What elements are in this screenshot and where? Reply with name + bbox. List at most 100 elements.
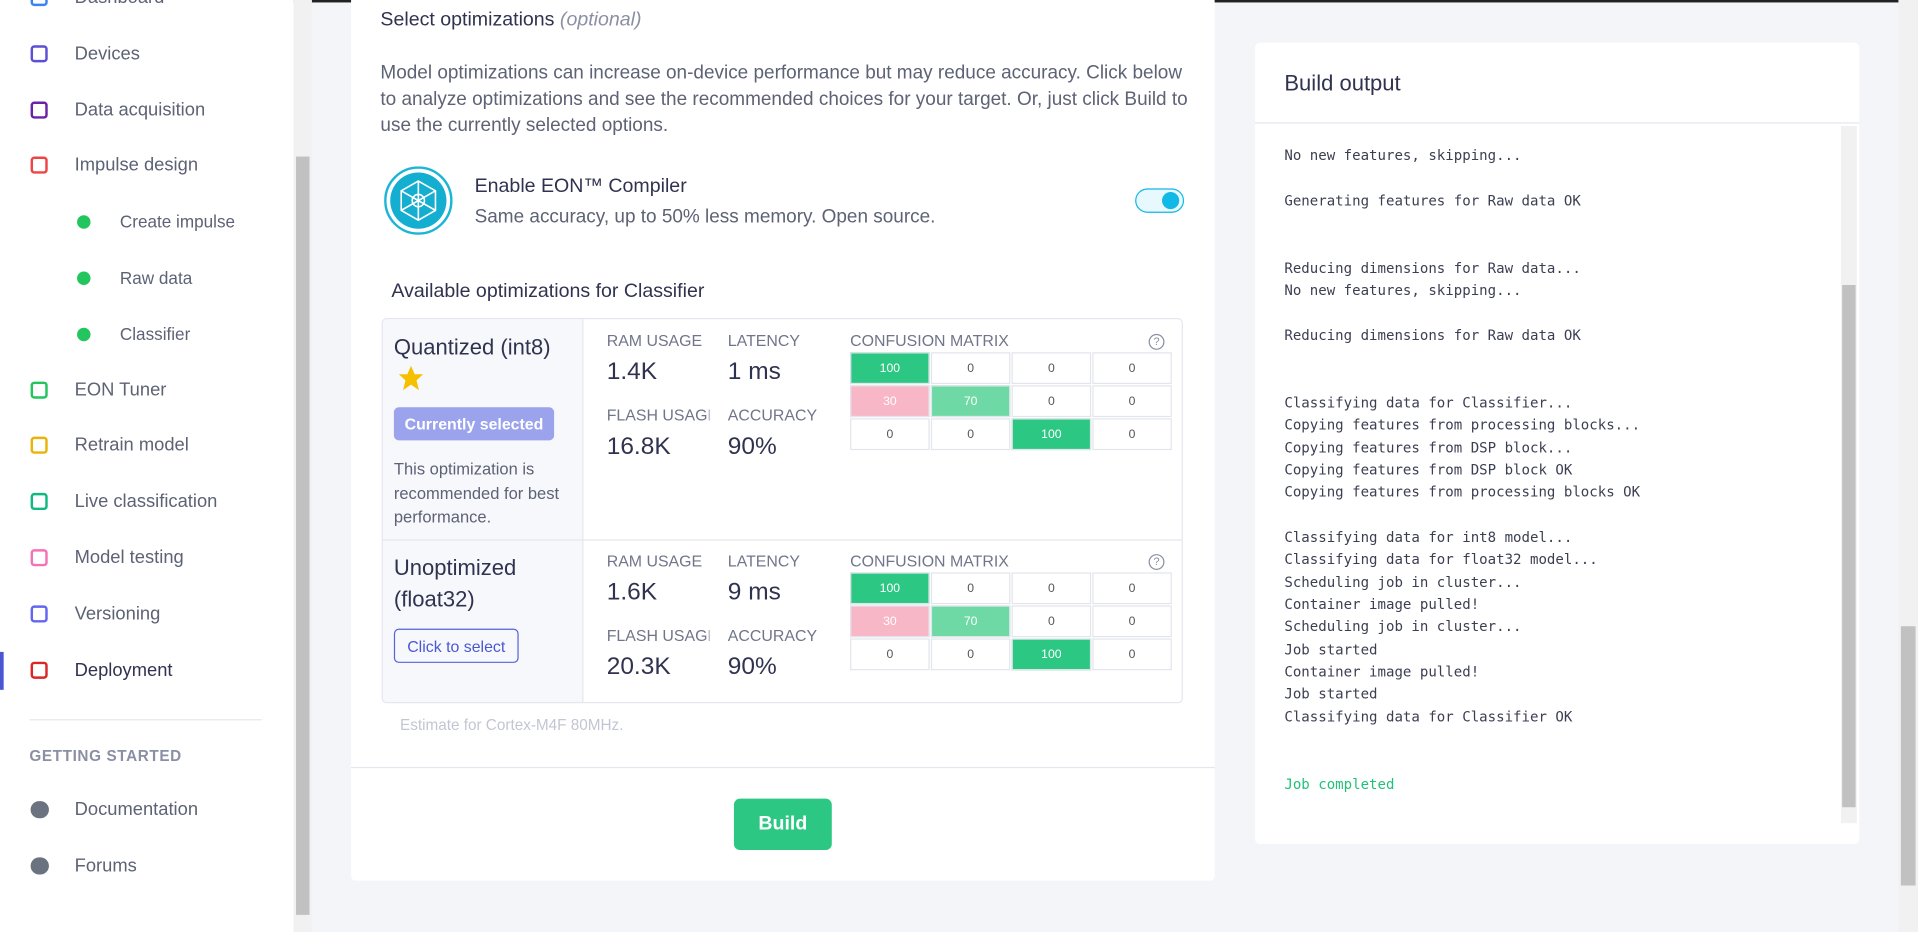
help-icon[interactable]: ? (1148, 554, 1165, 570)
nav-item[interactable]: Dashboard (75, 0, 165, 8)
log-line: Job completed (1284, 775, 1395, 793)
metric-label: LATENCY (727, 551, 800, 570)
matrix-cell: 0 (1092, 418, 1172, 451)
nav-item[interactable]: Classifier (119, 323, 191, 344)
section-heading: Select optimizations (optional) (380, 10, 641, 32)
metric-label: FLASH USAGE (606, 406, 710, 425)
eon-toggle[interactable] (1135, 188, 1185, 213)
log-line: Copying features from DSP block... (1284, 438, 1573, 456)
log-line: Classifying data for Classifier... (1284, 393, 1573, 411)
section-title: GETTING STARTED (29, 747, 182, 765)
nav-item[interactable]: Live classification (74, 491, 218, 513)
log-scrollbar[interactable] (1840, 125, 1857, 824)
row-divider (382, 539, 1182, 541)
nav-icon (30, 0, 48, 7)
metric-label: ACCURACY (727, 406, 818, 425)
nav-icon (30, 101, 48, 119)
matrix-cell: 0 (1011, 572, 1092, 605)
nav-item[interactable]: Deployment (74, 659, 173, 681)
matrix-cell: 0 (930, 638, 1011, 671)
matrix-cell: 0 (1092, 605, 1172, 638)
sidebar-link[interactable]: Documentation (74, 799, 199, 821)
option-button[interactable]: Currently selected (393, 407, 555, 441)
nav-item[interactable]: Model testing (74, 547, 184, 569)
description: Model optimizations can increase on-devi… (380, 62, 1188, 136)
help-icon[interactable]: ? (1148, 333, 1165, 350)
toggle-knob (1162, 192, 1180, 210)
divider (351, 766, 1215, 769)
option-note: This optimization is recommended for bes… (393, 459, 560, 526)
log-line: Copying features from processing blocks.… (1284, 416, 1641, 434)
matrix-cell: 100 (850, 572, 930, 605)
eon-title: Enable EON™ Compiler (474, 176, 687, 197)
build-output-card (1255, 42, 1860, 844)
nav-dot (77, 215, 91, 229)
log-line: Copying features from processing blocks … (1284, 483, 1641, 501)
options-table: Quantized (int8) Currently selected This o… (381, 318, 1183, 704)
metric-label: RAM USAGE (606, 331, 703, 350)
nav-icon (30, 381, 48, 399)
matrix-cell: 0 (930, 418, 1011, 451)
scroll-thumb[interactable] (1842, 284, 1856, 808)
matrix-cell: 30 (850, 385, 930, 418)
nav-item[interactable]: EON Tuner (74, 379, 167, 401)
divider (1255, 122, 1860, 124)
sidebar-link[interactable]: Forums (74, 855, 137, 877)
metric-label: FLASH USAGE (606, 626, 710, 645)
matrix-cell: 0 (1011, 352, 1092, 385)
matrix-cell: 100 (850, 352, 930, 385)
option-button[interactable]: Click to select (393, 628, 519, 663)
metric-value: 1 ms (727, 358, 781, 386)
matrix-cell: 0 (850, 418, 930, 451)
log-line: Container image pulled! (1284, 595, 1480, 613)
scroll-thumb[interactable] (1900, 626, 1916, 886)
nav-icon (30, 549, 48, 567)
nav-item[interactable]: Create impulse (119, 211, 236, 232)
matrix-cell: 0 (1011, 605, 1092, 638)
build-button[interactable]: Build (733, 798, 832, 851)
metric-value: 20.3K (606, 653, 671, 681)
nav-icon (30, 493, 48, 511)
nav-item[interactable]: Devices (74, 43, 140, 64)
estimate-note: Estimate for Cortex-M4F 80MHz. (399, 716, 624, 734)
available-title: Available optimizations for Classifier (391, 281, 705, 303)
matrix-cell: 0 (930, 352, 1011, 385)
matrix-cell: 0 (1011, 385, 1092, 418)
link-icon (30, 857, 49, 875)
log-line: Generating features for Raw data OK (1284, 191, 1581, 209)
page-scrollbar[interactable] (1898, 0, 1918, 932)
log-line: Copying features from DSP block OK (1284, 460, 1573, 479)
metric-label: LATENCY (727, 331, 800, 350)
metric-value: 90% (727, 653, 777, 681)
scroll-thumb[interactable] (296, 156, 310, 915)
matrix-cell: 0 (1092, 572, 1172, 605)
sidebar: GETTING STARTED Dashboard Devices Data acq… (0, 0, 294, 932)
metric-value: 16.8K (606, 432, 671, 460)
nav-item[interactable]: Data acquisition (74, 99, 206, 120)
nav-icon (30, 45, 48, 63)
log-line: Job started (1284, 640, 1378, 658)
log-line: Reducing dimensions for Raw data OK (1284, 326, 1581, 344)
nav-item[interactable]: Retrain model (74, 435, 189, 457)
nav-item[interactable]: Impulse design (74, 155, 199, 176)
heading-note: (optional) (559, 9, 642, 31)
eon-subtitle: Same accuracy, up to 50% less memory. Op… (474, 206, 936, 228)
sidebar-scrollbar[interactable] (293, 0, 312, 932)
option-name: Quantized (int8) (393, 335, 551, 360)
metric-value: 1.4K (606, 358, 658, 386)
link-icon (30, 801, 49, 819)
metric-value: 1.6K (606, 578, 658, 606)
log-line: Reducing dimensions for Raw data... (1284, 258, 1581, 277)
matrix-cell: 30 (850, 605, 930, 638)
nav-icon (30, 661, 48, 679)
log-line: Classifying data for float32 model... (1284, 550, 1598, 568)
nav-item[interactable]: Versioning (74, 603, 161, 625)
matrix-cell: 70 (930, 605, 1011, 638)
nav-item[interactable]: Raw data (119, 267, 193, 288)
log-line: Job started (1284, 685, 1378, 703)
metric-label: RAM USAGE (606, 551, 703, 570)
log-line: Classifying data for Classifier OK (1284, 707, 1573, 725)
log-line: Container image pulled! (1284, 662, 1480, 681)
